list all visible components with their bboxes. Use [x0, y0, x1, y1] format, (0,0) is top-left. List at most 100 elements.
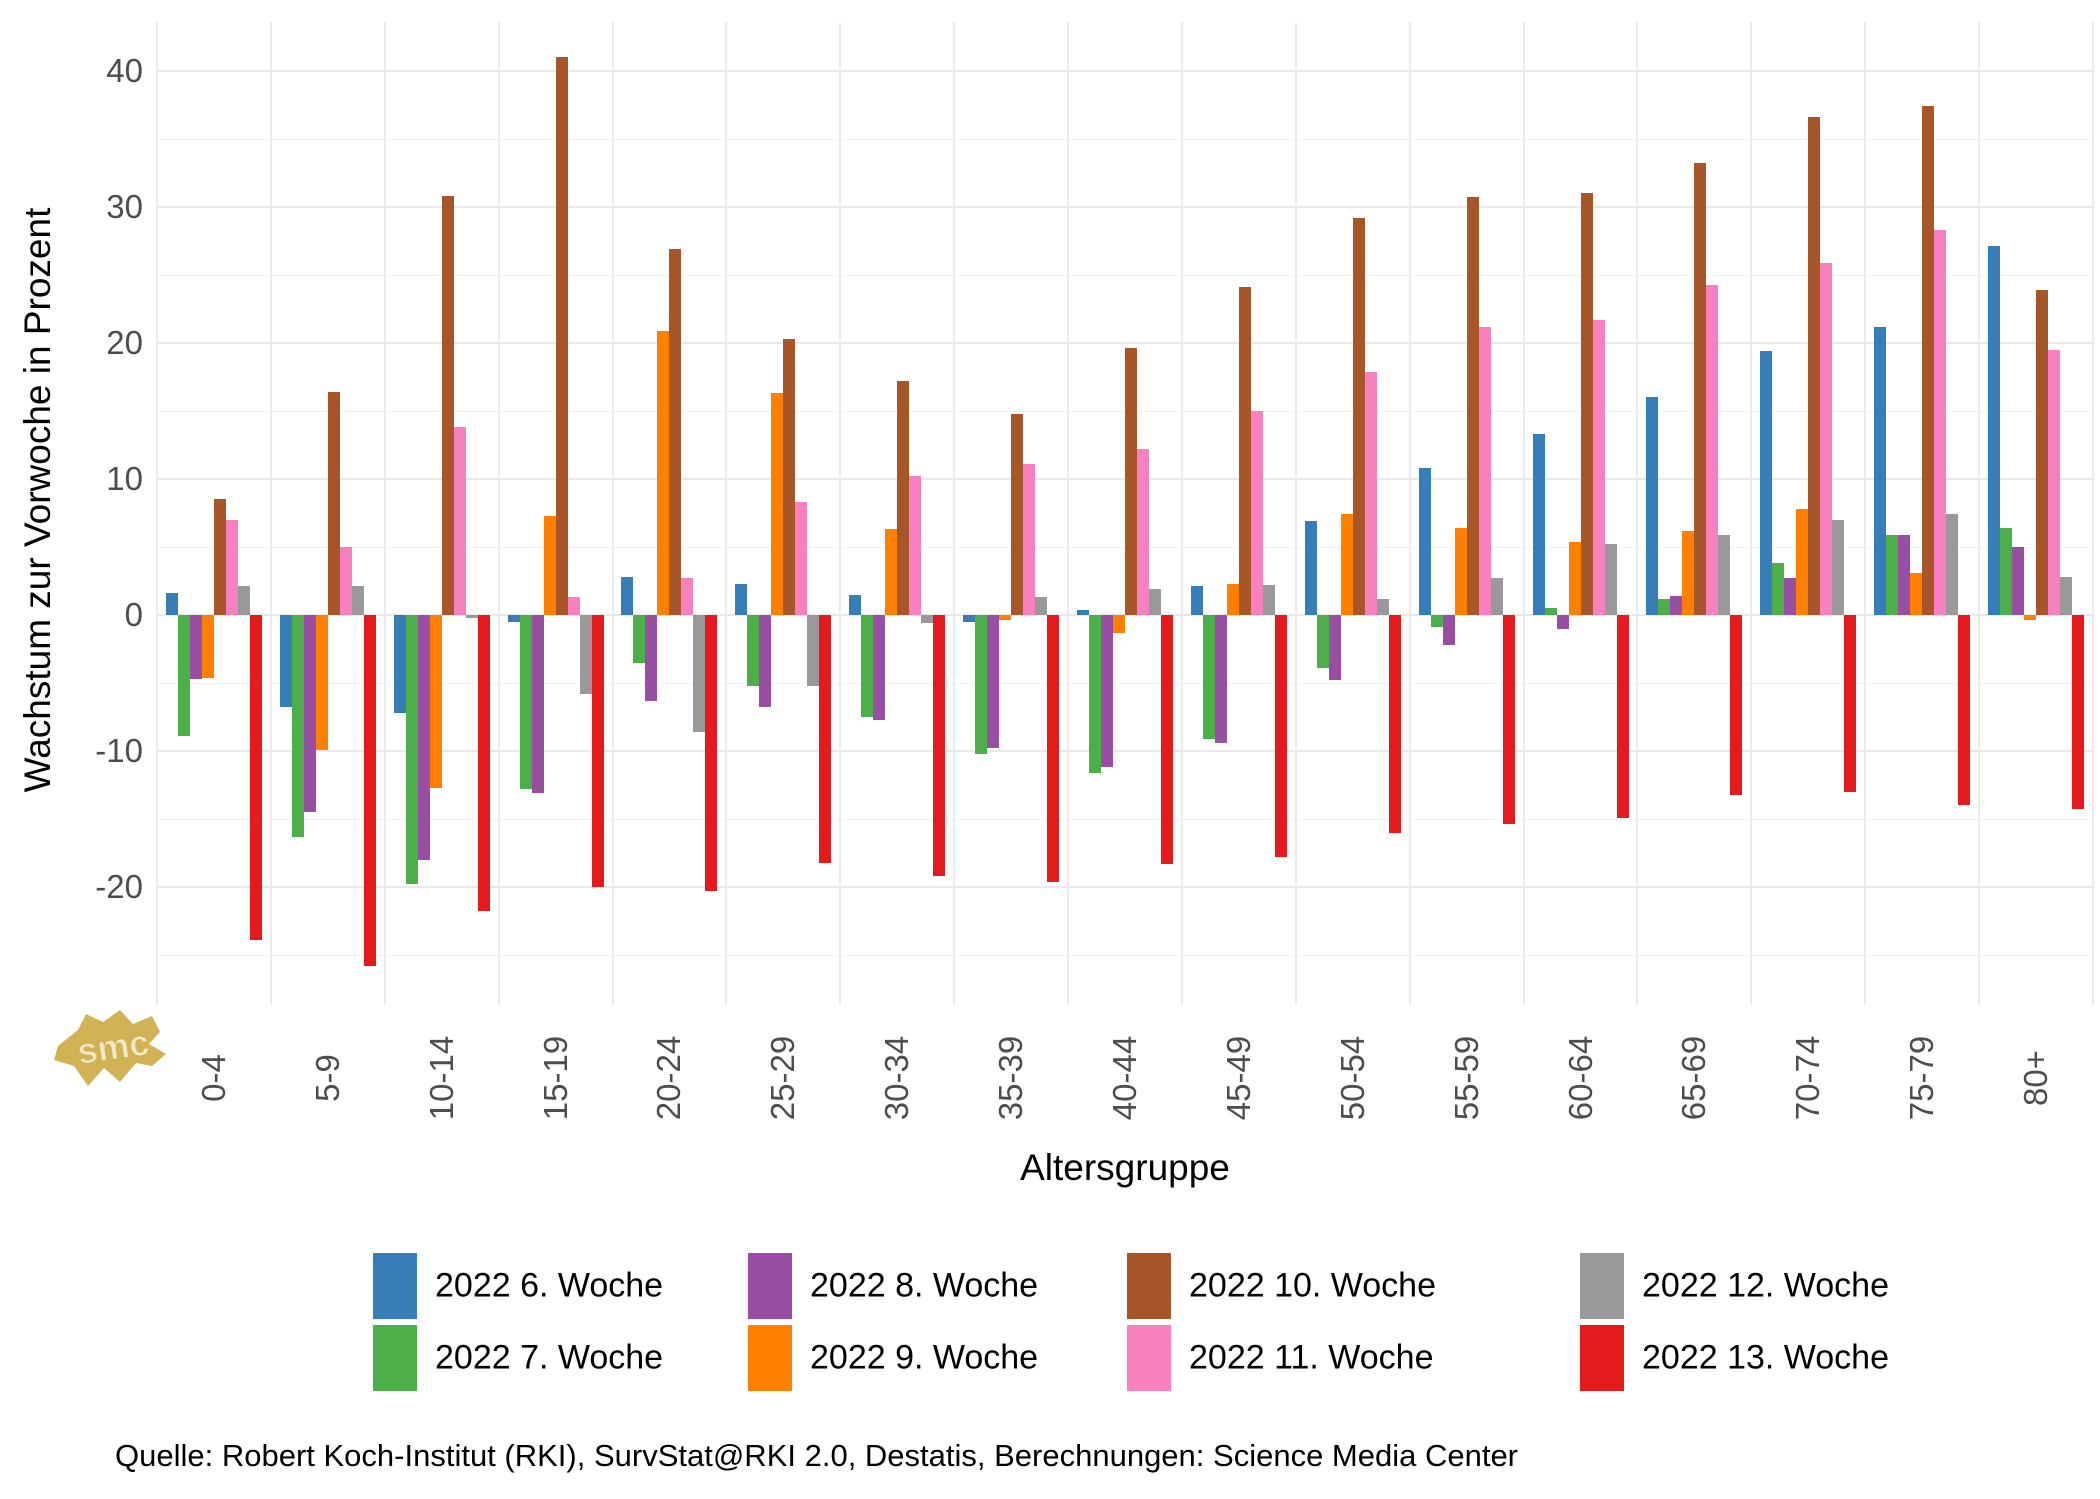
bar-0-4-2022 8. Woche	[189, 615, 202, 679]
x-tick-label: 60-64	[1561, 1035, 1599, 1121]
legend-swatch-icon	[748, 1253, 792, 1319]
y-tick-label: 20	[106, 324, 143, 361]
bar-10-14-2022 6. Woche	[393, 615, 406, 713]
bar-80+-2022 6. Woche	[1988, 246, 2001, 615]
gridline-minor	[157, 139, 2093, 140]
bar-10-14-2022 7. Woche	[405, 615, 418, 885]
bar-5-9-2022 13. Woche	[363, 615, 376, 966]
legend-label: 2022 6. Woche	[435, 1266, 664, 1305]
gridline-vertical	[383, 22, 386, 1005]
bar-70-74-2022 10. Woche	[1808, 117, 1821, 615]
x-tick-label: 80+	[2017, 1050, 2055, 1106]
svg-text:smc: smc	[75, 1021, 152, 1072]
bar-10-14-2022 9. Woche	[429, 615, 442, 788]
bar-45-49-2022 13. Woche	[1274, 615, 1287, 858]
bar-10-14-2022 8. Woche	[417, 615, 430, 860]
bar-50-54-2022 8. Woche	[1328, 615, 1341, 681]
bar-65-69-2022 11. Woche	[1706, 284, 1719, 615]
bar-10-14-2022 13. Woche	[477, 615, 490, 912]
bar-75-79-2022 10. Woche	[1922, 106, 1935, 615]
bar-5-9-2022 8. Woche	[303, 615, 316, 813]
bar-35-39-2022 9. Woche	[999, 615, 1012, 621]
bar-25-29-2022 12. Woche	[807, 615, 820, 686]
bar-15-19-2022 9. Woche	[543, 515, 556, 615]
bar-50-54-2022 10. Woche	[1352, 217, 1365, 615]
bar-55-59-2022 9. Woche	[1454, 527, 1467, 615]
bar-35-39-2022 8. Woche	[987, 615, 1000, 749]
bar-50-54-2022 9. Woche	[1340, 514, 1353, 615]
legend-swatch-icon	[373, 1325, 417, 1391]
bar-75-79-2022 12. Woche	[1946, 514, 1959, 615]
bar-15-19-2022 12. Woche	[579, 615, 592, 694]
bar-55-59-2022 8. Woche	[1442, 615, 1455, 645]
bar-35-39-2022 11. Woche	[1023, 464, 1036, 615]
bar-5-9-2022 11. Woche	[339, 547, 352, 615]
gridline-major	[157, 206, 2093, 208]
bar-15-19-2022 7. Woche	[519, 615, 532, 790]
gridline-vertical	[839, 22, 842, 1005]
bar-40-44-2022 10. Woche	[1125, 348, 1137, 615]
bar-70-74-2022 13. Woche	[1844, 615, 1857, 792]
gridline-vertical	[1408, 22, 1411, 1005]
bar-35-39-2022 7. Woche	[975, 615, 988, 754]
bar-50-54-2022 7. Woche	[1316, 615, 1329, 669]
gridline-major	[157, 886, 2093, 888]
legend-swatch-icon	[373, 1253, 417, 1319]
y-tick-label: -10	[95, 732, 143, 769]
bar-30-34-2022 12. Woche	[921, 615, 934, 624]
bar-35-39-2022 12. Woche	[1035, 597, 1048, 615]
bar-70-74-2022 11. Woche	[1820, 262, 1833, 615]
legend-swatch-icon	[1127, 1253, 1171, 1319]
gridline-major	[157, 614, 2093, 616]
bar-0-4-2022 6. Woche	[165, 593, 178, 615]
bar-10-14-2022 12. Woche	[465, 615, 478, 618]
gridline-vertical	[1067, 22, 1070, 1005]
x-tick-label: 65-69	[1675, 1035, 1713, 1121]
legend-label: 2022 12. Woche	[1642, 1266, 1889, 1305]
bar-80+-2022 8. Woche	[2012, 547, 2025, 615]
bar-20-24-2022 6. Woche	[621, 576, 634, 615]
gridline-minor	[157, 819, 2093, 820]
bar-30-34-2022 6. Woche	[849, 594, 862, 615]
legend-swatch-icon	[1580, 1253, 1624, 1319]
bar-65-69-2022 8. Woche	[1670, 595, 1683, 615]
y-tick-label: -20	[95, 868, 143, 905]
bar-70-74-2022 9. Woche	[1796, 508, 1809, 615]
bar-55-59-2022 10. Woche	[1466, 197, 1479, 615]
bar-80+-2022 9. Woche	[2024, 615, 2037, 621]
bar-65-69-2022 9. Woche	[1682, 530, 1695, 615]
bar-45-49-2022 7. Woche	[1202, 615, 1215, 739]
y-tick-label: 30	[106, 188, 143, 225]
bar-60-64-2022 8. Woche	[1556, 615, 1569, 629]
bar-50-54-2022 13. Woche	[1388, 615, 1401, 833]
bar-75-79-2022 8. Woche	[1898, 534, 1911, 615]
gridline-vertical	[1294, 22, 1297, 1005]
bar-10-14-2022 10. Woche	[441, 196, 454, 615]
x-tick-label: 25-29	[764, 1035, 802, 1121]
bar-40-44-2022 8. Woche	[1101, 615, 1113, 768]
bar-20-24-2022 9. Woche	[657, 330, 670, 615]
bar-40-44-2022 11. Woche	[1137, 449, 1149, 615]
bar-75-79-2022 9. Woche	[1910, 572, 1923, 615]
legend-label: 2022 8. Woche	[810, 1266, 1039, 1305]
bar-55-59-2022 7. Woche	[1430, 615, 1443, 628]
bar-25-29-2022 11. Woche	[795, 502, 808, 615]
bar-70-74-2022 6. Woche	[1760, 351, 1773, 615]
bar-45-49-2022 10. Woche	[1238, 287, 1251, 615]
bar-60-64-2022 11. Woche	[1592, 319, 1605, 615]
bar-65-69-2022 12. Woche	[1718, 534, 1731, 615]
bar-35-39-2022 10. Woche	[1011, 413, 1024, 615]
x-tick-label: 20-24	[650, 1035, 688, 1121]
bar-0-4-2022 12. Woche	[237, 586, 250, 615]
x-tick-label: 10-14	[422, 1035, 460, 1121]
bar-5-9-2022 10. Woche	[327, 391, 340, 615]
bar-30-34-2022 8. Woche	[873, 615, 886, 720]
bar-30-34-2022 9. Woche	[885, 529, 898, 615]
bar-65-69-2022 7. Woche	[1658, 598, 1671, 615]
bar-40-44-2022 7. Woche	[1089, 615, 1101, 773]
bar-40-44-2022 6. Woche	[1077, 609, 1089, 615]
gridline-vertical	[1180, 22, 1183, 1005]
bar-0-4-2022 7. Woche	[177, 615, 190, 737]
